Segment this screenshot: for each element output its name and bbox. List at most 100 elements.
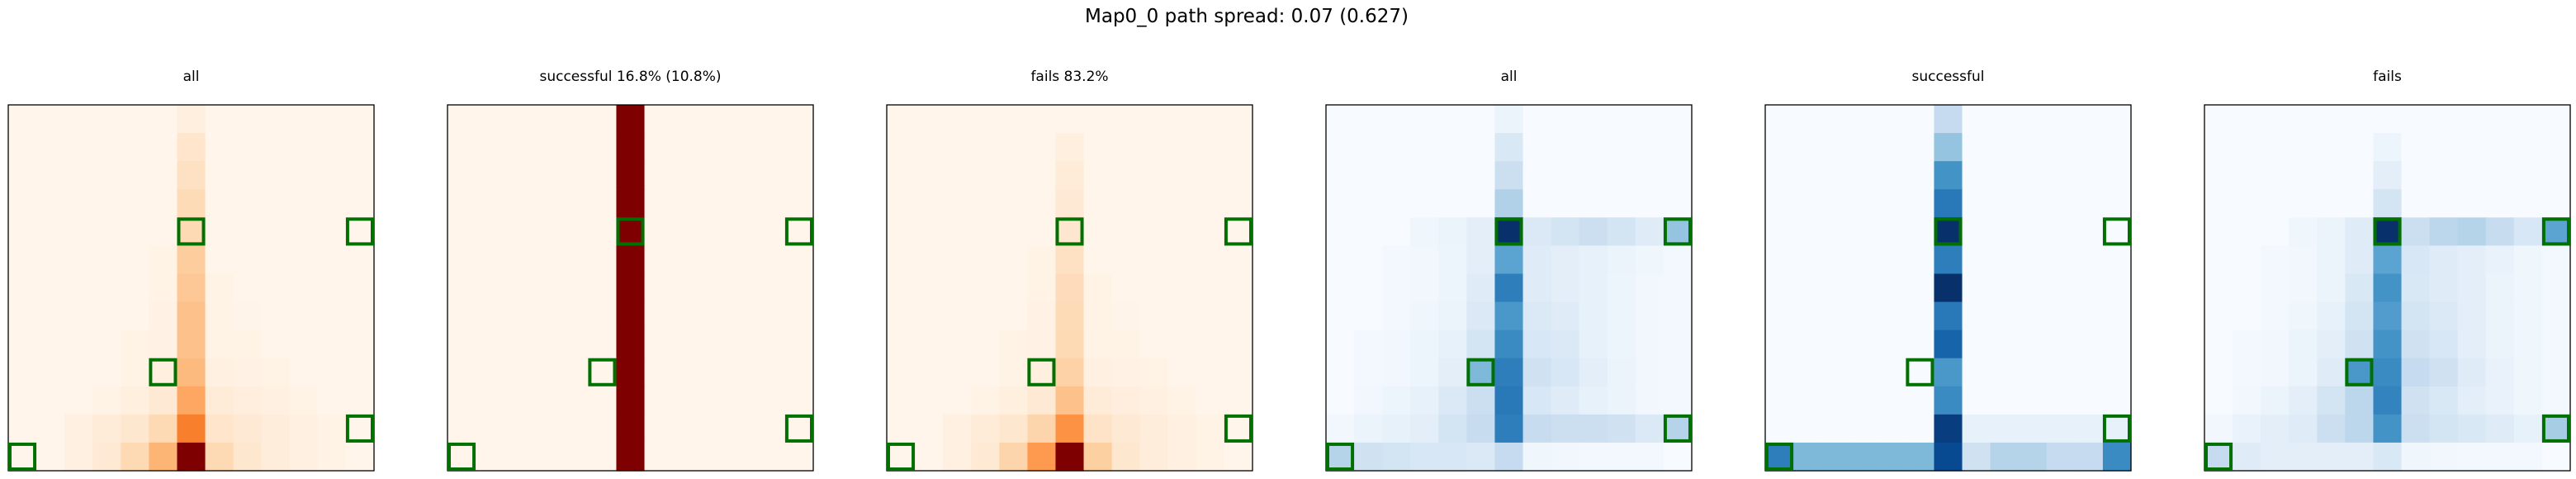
heatmap-cell: [756, 245, 786, 275]
heatmap-cell: [1466, 301, 1496, 331]
heatmap-cell: [2289, 105, 2318, 134]
heatmap-cell: [915, 189, 944, 218]
heatmap-cell: [784, 133, 814, 162]
heatmap-panel: successful 16.8% (10.8%): [447, 69, 814, 472]
heatmap-cell: [2457, 245, 2487, 275]
heatmap-cell: [1167, 245, 1197, 275]
heatmap-cell: [177, 217, 206, 246]
heatmap-cell: [1354, 358, 1383, 387]
heatmap-cell: [2541, 330, 2571, 359]
heatmap-cell: [2373, 245, 2403, 275]
target-marker: [784, 217, 814, 246]
heatmap-cell: [1765, 189, 1794, 218]
heatmap-cell: [121, 217, 149, 246]
heatmap-cell: [999, 105, 1028, 134]
heatmap-cell: [1821, 189, 1850, 218]
heatmap-cell: [177, 189, 206, 218]
heatmap-cell: [532, 133, 561, 162]
heatmap-cell: [1382, 133, 1411, 162]
heatmap-cell: [700, 133, 730, 162]
heatmap-cell: [1326, 358, 1355, 387]
heatmap-cell: [8, 414, 37, 443]
heatmap-cell: [1410, 217, 1439, 246]
heatmap-cell: [2373, 161, 2403, 190]
heatmap-cell: [999, 386, 1028, 415]
heatmap-cell: [233, 133, 263, 162]
heatmap-cell: [504, 189, 533, 218]
heatmap-cell: [2345, 105, 2375, 134]
heatmap-cell: [644, 189, 674, 218]
heatmap-cells: [1326, 105, 1693, 472]
heatmap-cell: [1083, 330, 1113, 359]
target-marker: [2373, 217, 2402, 246]
heatmap-cell: [1196, 189, 1225, 218]
heatmap-cell: [700, 386, 730, 415]
heatmap-cell: [1821, 442, 1850, 472]
heatmap-cell: [1438, 273, 1467, 303]
heatmap-cell: [2046, 414, 2076, 443]
heatmap-cell: [2345, 358, 2375, 387]
target-marker: [588, 358, 617, 387]
heatmap-cell: [1224, 105, 1253, 134]
heatmap-cell: [317, 245, 347, 275]
target-marker: [1663, 217, 1693, 246]
heatmap-cell: [999, 301, 1028, 331]
heatmap-cell: [1607, 161, 1636, 190]
heatmap-cell: [887, 273, 916, 303]
heatmap-cell: [672, 105, 702, 134]
panel-title: successful 16.8% (10.8%): [539, 69, 721, 85]
heatmap-cell: [2485, 358, 2515, 387]
heatmap-cell: [289, 301, 319, 331]
heatmap-cell: [532, 442, 561, 472]
heatmap-cell: [476, 189, 504, 218]
heatmap-cell: [1354, 217, 1383, 246]
heatmap-cell: [1551, 217, 1580, 246]
heatmap-cell: [2289, 217, 2318, 246]
target-marker: [1224, 414, 1253, 443]
heatmap-cell: [999, 217, 1028, 246]
heatmap-cell: [289, 189, 319, 218]
heatmap-cell: [672, 414, 702, 443]
heatmap-cell: [1354, 161, 1383, 190]
heatmap-cell: [1607, 105, 1636, 134]
heatmap-cell: [560, 133, 589, 162]
figure-suptitle: Map0_0 path spread: 0.07 (0.627): [1085, 6, 1409, 27]
heatmap-cell: [1354, 245, 1383, 275]
heatmap-cell: [915, 386, 944, 415]
heatmap-cell: [1635, 330, 1664, 359]
heatmap-cell: [784, 105, 814, 134]
heatmap-cell: [2485, 414, 2515, 443]
heatmap-cell: [36, 161, 65, 190]
heatmap-cell: [1906, 245, 1935, 275]
heatmap-cell: [2485, 105, 2515, 134]
heatmap-cell: [1793, 386, 1822, 415]
heatmap-cell: [2345, 217, 2375, 246]
heatmap-cell: [2401, 133, 2431, 162]
heatmap-cell: [8, 245, 37, 275]
heatmap-cell: [1466, 358, 1496, 387]
target-marker: [1663, 414, 1693, 443]
heatmap-cell: [560, 105, 589, 134]
heatmap-cell: [2289, 442, 2318, 472]
heatmap-cell: [1878, 133, 1906, 162]
heatmap-cell: [1139, 245, 1169, 275]
heatmap-cell: [700, 330, 730, 359]
heatmap-cell: [1438, 414, 1467, 443]
heatmap-cell: [2102, 414, 2132, 443]
heatmap-cell: [1934, 245, 1963, 275]
heatmap-cell: [1551, 133, 1580, 162]
heatmap-cell: [2074, 245, 2104, 275]
heatmap-cell: [261, 245, 291, 275]
heatmap-cell: [1522, 189, 1552, 218]
heatmap-cell: [2429, 217, 2459, 246]
heatmap-cell: [1494, 189, 1524, 218]
heatmap-cell: [1224, 386, 1253, 415]
heatmap-cell: [1027, 245, 1057, 275]
heatmap-cell: [1139, 273, 1169, 303]
heatmap-cell: [2018, 217, 2048, 246]
heatmap-cell: [756, 105, 786, 134]
panels: all successful 16.8% (10.8%) fails 83.2% al…: [7, 69, 2571, 472]
heatmap-cell: [504, 442, 533, 472]
target-marker: [2345, 358, 2374, 387]
target-marker: [345, 217, 374, 246]
